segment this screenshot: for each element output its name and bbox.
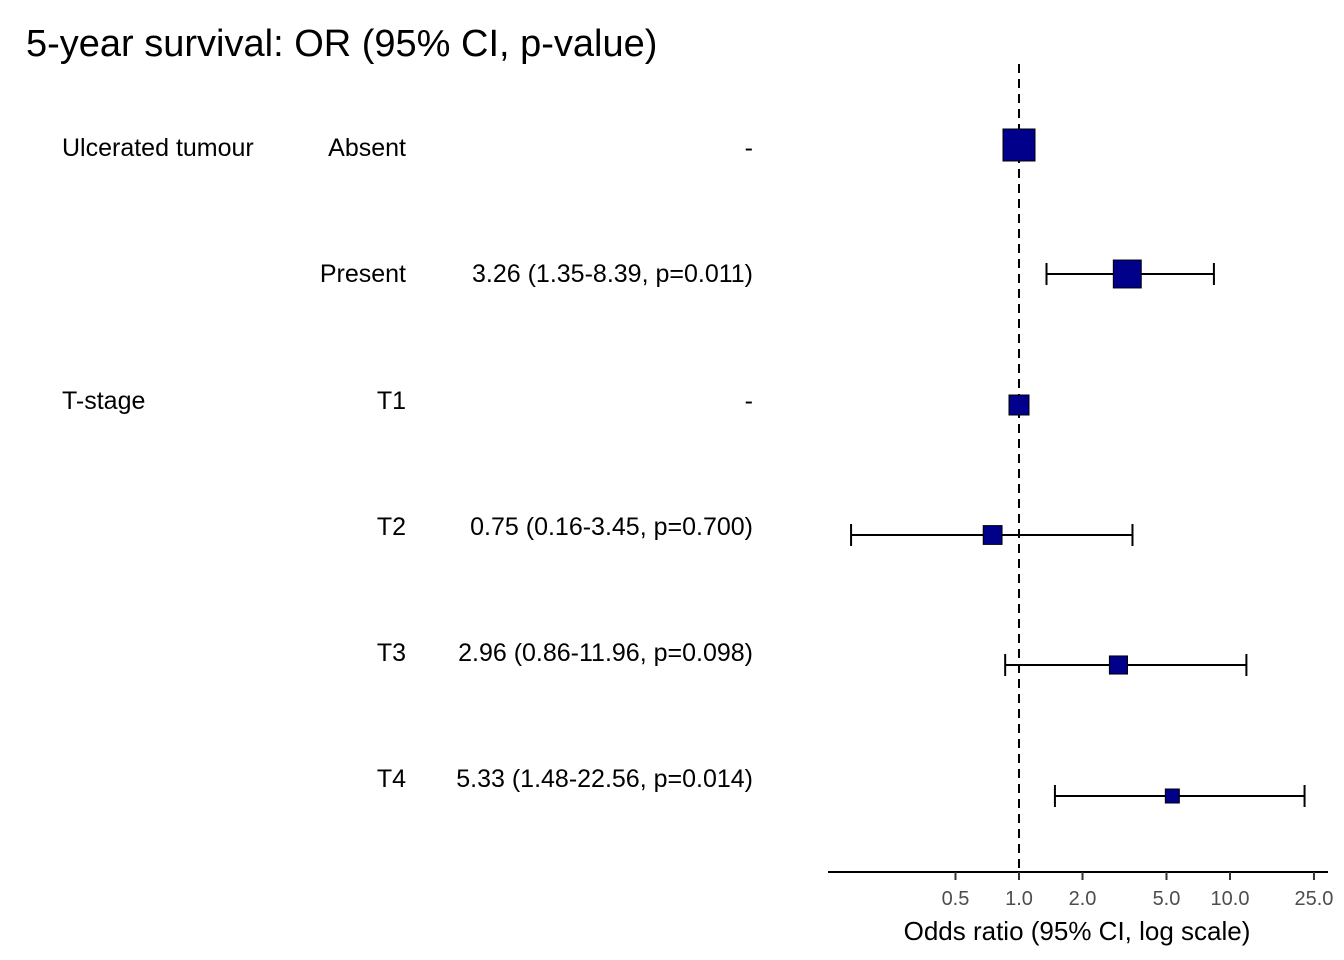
x-axis-label: Odds ratio (95% CI, log scale) [904, 916, 1251, 946]
point-estimate [1112, 259, 1142, 289]
row-level-label: Absent [328, 134, 406, 162]
row-labels: Ulcerated tumour Absent - Present 3.26 (1.35… [62, 134, 753, 793]
chart-title: 5-year survival: OR (95% CI, p-value) [26, 23, 657, 65]
row-estimate-label: 3.26 (1.35-8.39, p=0.011) [472, 260, 753, 288]
point-estimate [1108, 655, 1128, 675]
row-level-label: T4 [377, 765, 406, 793]
point-estimate [1002, 128, 1036, 162]
row-level-label: Present [320, 260, 406, 288]
row-variable-label: T-stage [62, 387, 145, 415]
row-estimate-label: 0.75 (0.16-3.45, p=0.700) [470, 513, 753, 541]
row-estimate-label: 2.96 (0.86-11.96, p=0.098) [458, 639, 753, 667]
x-tick-label: 1.0 [1005, 888, 1033, 910]
row-estimate-label: - [745, 387, 753, 415]
x-axis-ticks: 0.5 1.0 2.0 5.0 10.0 25.0 [942, 872, 1333, 910]
row-level-label: T1 [377, 387, 406, 415]
point-estimate [1164, 788, 1180, 804]
chart-marks [850, 128, 1306, 807]
x-tick-label: 25.0 [1294, 888, 1333, 910]
row-estimate-label: 5.33 (1.48-22.56, p=0.014) [456, 765, 753, 793]
x-tick-label: 10.0 [1211, 888, 1250, 910]
row-level-label: T2 [377, 513, 406, 541]
x-tick-label: 0.5 [942, 888, 970, 910]
point-estimate [982, 525, 1003, 545]
row-level-label: T3 [377, 639, 406, 667]
row-estimate-label: - [745, 134, 753, 162]
x-tick-label: 2.0 [1069, 888, 1097, 910]
row-variable-label: Ulcerated tumour [62, 134, 254, 162]
x-tick-label: 5.0 [1153, 888, 1181, 910]
point-estimate [1008, 394, 1030, 416]
